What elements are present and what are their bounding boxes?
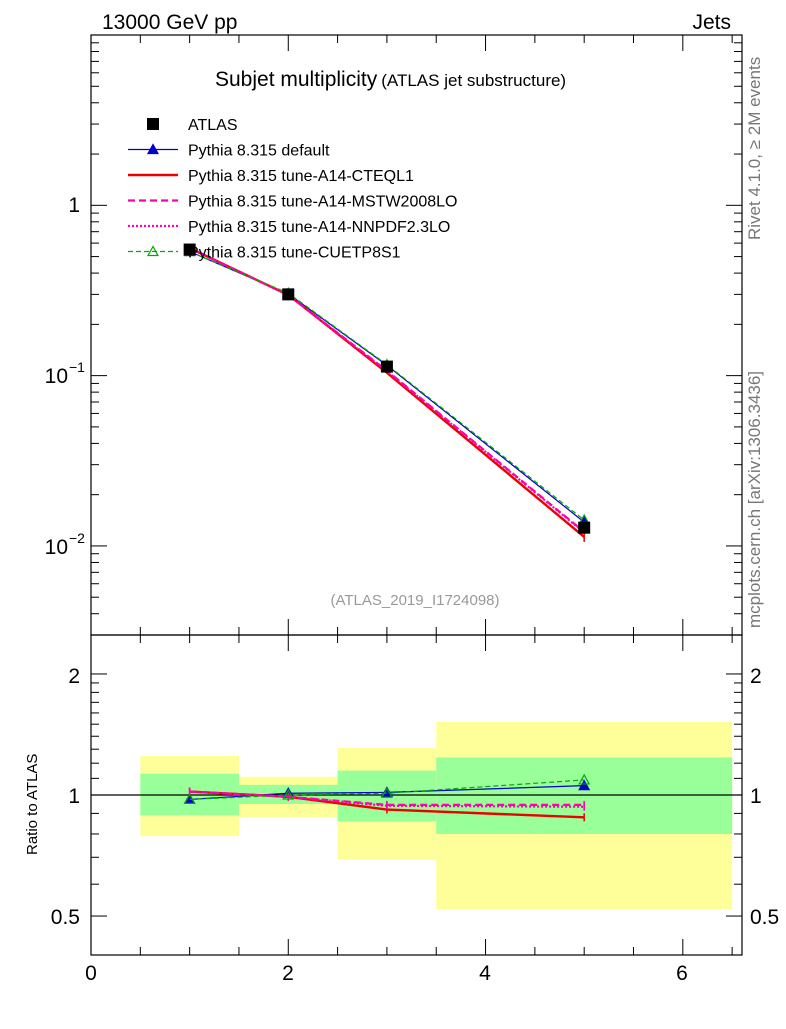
series-line-pythia-8-315-default	[189, 251, 585, 523]
ratio-ytick-1-right: 1	[750, 785, 762, 808]
process-label: Jets	[692, 11, 731, 34]
ytick-0p1-base: 10	[45, 365, 68, 388]
ytick-label-0p1: 10	[45, 365, 68, 388]
legend-label-pythia-8-315-tune-a14-mstw2008lo: Pythia 8.315 tune-A14-MSTW2008LO	[188, 194, 457, 211]
ytick-exp-0p1: −1	[69, 359, 85, 375]
side-label-rivet: Rivet 4.1.0, ≥ 2M events	[745, 57, 764, 240]
collision-label: 13000 GeV pp	[102, 11, 237, 34]
legend-marker-atlas	[147, 118, 159, 130]
series-line-pythia-8-315-tune-a14-cteql1	[189, 247, 585, 538]
ratio-point-pythia-8-315-tune-cuetp8s1	[183, 793, 196, 805]
plot-title: Subjet multiplicity (ATLAS jet substructu…	[215, 68, 566, 91]
ratio-line-pythia-8-315-tune-a14-nnpdf2-3lo	[189, 790, 585, 808]
legend: ATLAS Pythia 8.315 default Pythia 8.315 tu…	[128, 117, 457, 262]
xtick-label-6: 6	[676, 962, 688, 985]
ratio-ytick-0p5-left: 0.5	[51, 906, 80, 929]
point-atlas	[380, 360, 393, 373]
legend-marker-pythia-8-315-tune-cuetp8s1	[146, 245, 160, 257]
analysis-id: (ATLAS_2019_I1724098)	[330, 592, 499, 609]
main-panel: ATLAS Pythia 8.315 default Pythia 8.315 tu…	[45, 34, 743, 636]
ytick-label-0p01: 10	[45, 536, 68, 559]
ytick-exp-0p01: −2	[69, 530, 85, 546]
legend-label-pythia-8-315-tune-cuetp8s1: Pythia 8.315 tune-CUETP8S1	[188, 245, 401, 262]
ratio-point-pythia-8-315-tune-cuetp8s1	[380, 787, 393, 798]
legend-label-pythia-8-315-tune-a14-cteql1: Pythia 8.315 tune-A14-CTEQL1	[188, 168, 414, 185]
legend-label-pythia-8-315-default: Pythia 8.315 default	[188, 143, 330, 160]
ratio-line-pythia-8-315-default	[189, 785, 585, 801]
ratio-ytick-2-right: 2	[750, 665, 762, 688]
series-line-pythia-8-315-tune-cuetp8s1	[189, 251, 585, 521]
series-line-pythia-8-315-tune-a14-mstw2008lo	[189, 246, 585, 533]
side-label-mcplots: mcplots.cern.ch [arXiv:1306.3436]	[745, 371, 764, 628]
ratio-point-pythia-8-315-default	[578, 779, 591, 791]
ratio-ytick-2-left: 2	[68, 665, 80, 688]
ratio-line-pythia-8-315-tune-cuetp8s1	[189, 779, 585, 801]
legend-marker-pythia-8-315-default	[146, 143, 160, 155]
ratio-frame	[90, 634, 743, 956]
ratio-ytick-0p5-right: 0.5	[750, 906, 779, 929]
ytick-label-1: 1	[68, 194, 80, 217]
ratio-ytick-1-left: 1	[68, 785, 80, 808]
xtick-label-4: 4	[479, 962, 491, 985]
xtick-label-2: 2	[282, 962, 294, 985]
legend-label-pythia-8-315-tune-a14-nnpdf2-3lo: Pythia 8.315 tune-A14-NNPDF2.3LO	[188, 219, 450, 236]
uncertainty-band-inner-3	[436, 757, 733, 834]
legend-label-atlas: ATLAS	[188, 117, 238, 134]
xtick-label-0: 0	[85, 962, 97, 985]
ratio-panel: Ratio to ATLAS 2 1 0.5 2 1 0.5 0 2 4 6	[24, 634, 779, 985]
point-atlas	[282, 288, 295, 301]
point-atlas	[183, 243, 196, 256]
ratio-point-pythia-8-315-tune-cuetp8s1	[282, 788, 295, 800]
ytick-0p01-base: 10	[45, 536, 68, 559]
plot-title-main: Subjet multiplicity	[215, 68, 378, 91]
plot-title-sub: (ATLAS jet substructure)	[381, 71, 566, 90]
ratio-ylabel: Ratio to ATLAS	[24, 754, 41, 855]
point-atlas	[578, 521, 591, 534]
series-line-pythia-8-315-tune-a14-nnpdf2-3lo	[189, 246, 585, 534]
ratio-point-pythia-8-315-tune-cuetp8s1	[578, 773, 591, 785]
